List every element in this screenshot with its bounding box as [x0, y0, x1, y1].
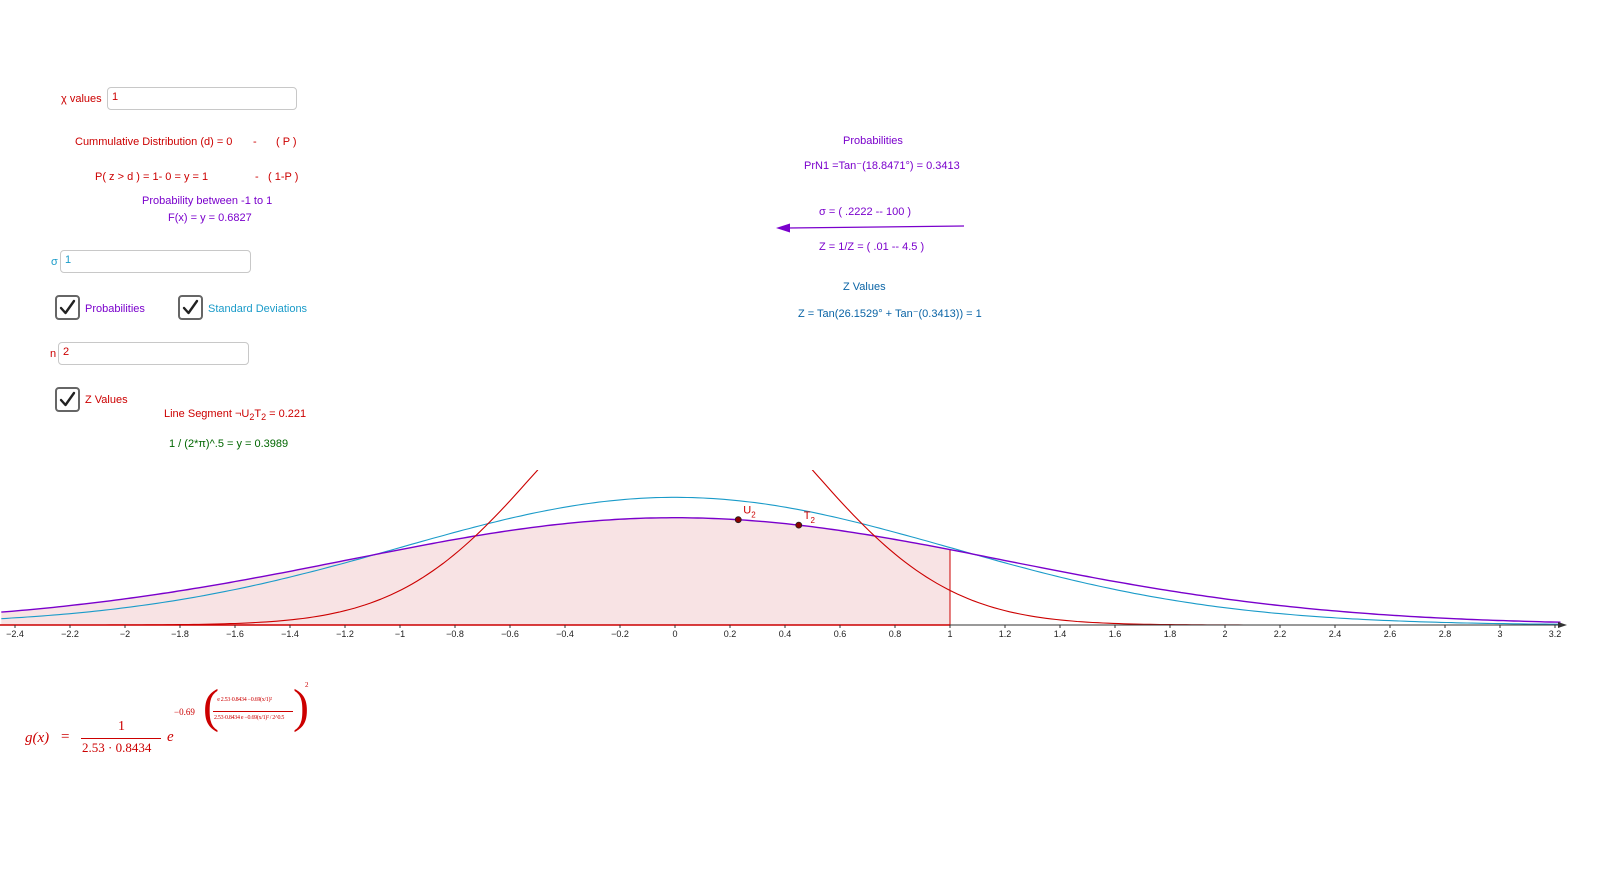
formula-fraction-bar [81, 738, 161, 739]
checkmark-icon [182, 299, 199, 315]
z-range-text: Z = 1/Z = ( .01 -- 4.5 ) [819, 241, 925, 253]
x-tick-label: −1.6 [226, 629, 244, 639]
n-input[interactable]: 2 [58, 342, 249, 365]
x-tick-label: 2.4 [1329, 629, 1342, 639]
formula-right-paren: ) [293, 680, 309, 733]
arrow-left-icon [776, 223, 965, 233]
g-formula: g(x) = 1 2.53 · 0.8434 e −0.69 ( e 2.53·… [25, 680, 325, 763]
x-tick-label: −1.2 [336, 629, 354, 639]
x-tick-label: 0.6 [834, 629, 847, 639]
cdf-p: ( P ) [276, 136, 297, 148]
sigma-input[interactable]: 1 [60, 250, 251, 273]
x-tick-label: −0.8 [446, 629, 464, 639]
point-u2[interactable] [734, 516, 742, 524]
formula-base: e [167, 729, 174, 745]
x-tick-label: 0 [672, 629, 677, 639]
n-label: n [50, 348, 57, 360]
checkmark-icon [59, 391, 76, 407]
fx-text: F(x) = y = 0.6827 [168, 212, 252, 224]
x-tick-label: −2.4 [6, 629, 24, 639]
formula-inner-numerator: e 2.53·0.8434 −0.69(x/1)² [216, 697, 272, 703]
x-values-label: χ values [61, 93, 102, 105]
std-devs-checkbox[interactable] [178, 295, 203, 320]
formula-lhs: g(x) [25, 730, 50, 746]
probabilities-checkbox[interactable] [55, 295, 80, 320]
x-tick-label: −2 [120, 629, 130, 639]
prn1-text: PrN1 =Tan⁻(18.8471°) = 0.3413 [804, 160, 960, 172]
curve-series-2 [1, 517, 1561, 623]
x-tick-label: 1 [947, 629, 952, 639]
sigma-label: σ [51, 256, 58, 268]
z-values-checkbox[interactable] [55, 387, 80, 412]
formula-denominator: 2.53 · 0.8434 [82, 740, 152, 755]
probabilities-title: Probabilities [843, 135, 903, 147]
x-tick-label: −1 [395, 629, 405, 639]
prob-between-text: Probability between -1 to 1 [142, 195, 273, 207]
x-tick-label: 0.4 [779, 629, 792, 639]
x-tick-label: 0.2 [724, 629, 737, 639]
shaded-area [1, 517, 950, 625]
formula-numerator: 1 [118, 719, 125, 734]
inverse-sqrt-text: 1 / (2*π)^.5 = y = 0.3989 [169, 438, 289, 450]
normal-distribution-chart: −2.4 −2.2 −2 −1.8 −1.6 −1.4 −1.2 −1 −0.8 −0.6 −0.4… [0, 470, 1567, 639]
x-tick-label: −1.4 [281, 629, 299, 639]
z-formula-text: Z = Tan(26.1529° + Tan⁻(0.3413)) = 1 [798, 308, 982, 320]
x-tick-label: 1.4 [1054, 629, 1067, 639]
probabilities-checkbox-label[interactable]: Probabilities [85, 303, 145, 315]
x-tick-label: 0.8 [889, 629, 902, 639]
point-t2[interactable] [795, 521, 803, 529]
sigma-range-text: σ = ( .2222 -- 100 ) [819, 206, 912, 218]
x-values-input[interactable]: 1 [107, 87, 297, 110]
x-tick-label: 1.2 [999, 629, 1012, 639]
formula-inner-bar [213, 711, 293, 712]
formula-exp-coeff: −0.69 [174, 707, 195, 717]
z-values-checkbox-label[interactable]: Z Values [85, 394, 128, 406]
cdf-dash: - [253, 136, 257, 148]
point-t2-label: T2 [804, 510, 816, 525]
x-tick-label: 2.2 [1274, 629, 1287, 639]
formula-eq: = [61, 729, 70, 745]
checkmark-icon [59, 299, 76, 315]
x-tick-label: −0.6 [501, 629, 519, 639]
x-tick-label: −1.8 [171, 629, 189, 639]
x-tick-label: −2.2 [61, 629, 79, 639]
z-values-title: Z Values [843, 281, 886, 293]
x-tick-label: −0.2 [611, 629, 629, 639]
x-tick-label: 2 [1222, 629, 1227, 639]
x-tick-label: −0.4 [556, 629, 574, 639]
x-tick-label: 1.8 [1164, 629, 1177, 639]
x-tick-label: 1.6 [1109, 629, 1122, 639]
formula-outer-exp: 2 [305, 681, 309, 689]
axis-arrow-icon [1558, 622, 1567, 628]
curve-series-1 [1, 496, 1561, 625]
x-tick-label: 2.8 [1439, 629, 1452, 639]
pz-p: ( 1-P ) [268, 171, 299, 183]
x-tick-label: 2.6 [1384, 629, 1397, 639]
std-devs-checkbox-label[interactable]: Standard Deviations [208, 303, 308, 315]
x-tick-label: 3 [1497, 629, 1502, 639]
formula-left-paren: ( [203, 680, 219, 733]
x-tick-label: 3.2 [1549, 629, 1562, 639]
formula-inner-denominator: 2.53·0.8434 e −0.69(x/1)² / 2^0.5 [214, 715, 285, 721]
line-segment-text: Line Segment ¬U2T2 = 0.221 [164, 408, 307, 423]
cdf-text: Cummulative Distribution (d) = 0 [75, 136, 233, 148]
pz-text: P( z > d ) = 1- 0 = y = 1 [95, 171, 209, 183]
point-u2-label: U2 [743, 505, 756, 520]
pz-dash: - [255, 171, 259, 183]
